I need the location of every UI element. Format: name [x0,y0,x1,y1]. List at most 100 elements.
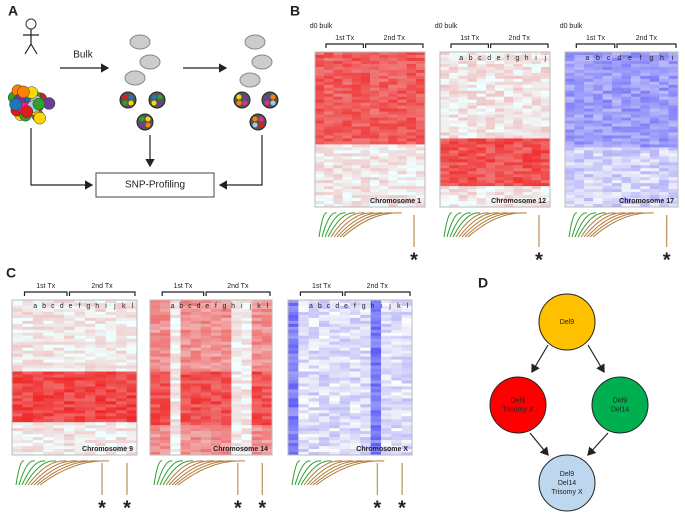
heatmap-cell [221,353,232,357]
heatmap-cell [315,186,325,190]
heatmap-cell [401,371,413,375]
heatmap-cell [180,326,191,331]
heatmap-cell [211,425,222,429]
heatmap-cell [221,371,232,375]
heatmap-cell [458,183,468,187]
heatmap-cell [449,150,459,154]
heatmap-cell [180,374,191,378]
heatmap-cell [612,66,622,71]
heatmap-cell [574,90,585,95]
heatmap-cell [342,159,352,163]
heatmap-cell [401,326,413,331]
heatmap-cell [74,320,86,325]
heatmap-cell [315,102,325,106]
heatmap-cell [333,201,343,205]
heatmap-cell [351,165,362,169]
heatmap-cell [379,204,389,208]
heatmap-cell [565,177,575,181]
heatmap-cell [388,114,398,118]
heatmap-cell [583,150,594,154]
heatmap-cell [105,377,117,381]
heatmap-cell [241,320,252,325]
heatmap-cell [350,401,361,405]
heatmap-cell [440,120,450,124]
heatmap-cell [388,90,398,95]
heatmap-cell [324,168,334,172]
heatmap-cell [32,311,44,316]
heatmap-cell [116,374,127,378]
heatmap-cell [522,186,532,190]
heatmap-cell [583,123,594,127]
heatmap-cell [324,153,334,157]
heatmap-cell [170,440,181,444]
heatmap-cell [170,386,181,390]
heatmap-cell [360,66,371,71]
heatmap-cell [360,413,371,417]
arrow [30,128,94,190]
heatmap-cell [190,410,202,414]
heatmap-cell [401,416,413,420]
heatmap-cell [659,84,669,89]
heatmap-cell [612,72,622,77]
heatmap-cell [630,87,641,92]
heatmap-cell [415,69,426,74]
heatmap-cell [221,437,232,441]
heatmap-cell [221,401,232,405]
heatmap-cell [621,81,632,86]
heatmap-cell [379,96,389,100]
heatmap-cell [160,410,171,414]
heatmap-cell [64,308,75,313]
heatmap-cell [574,156,585,160]
heatmap-cell [449,144,459,148]
heatmap-cell [522,132,532,136]
heatmap-cell [406,138,417,142]
heatmap-cell [211,383,222,387]
heatmap-cell [251,449,263,453]
heatmap-cell [43,368,54,372]
heatmap-cell [64,326,75,331]
heatmap-cell [485,126,496,130]
heatmap-cell [397,81,407,86]
heatmap-cell [105,410,117,414]
heatmap-cell [370,204,380,208]
lineage-arc [321,212,337,238]
heatmap-cell [180,392,191,396]
heatmap-cell [22,314,34,319]
heatmap-cell [476,102,487,106]
heatmap-cell [630,132,641,136]
heatmap-cell [221,428,232,432]
heatmap-cell [659,174,669,178]
heatmap-cell [180,413,191,417]
heatmap-cell [574,159,585,163]
heatmap-cell [668,84,679,89]
heatmap-cell [150,386,161,390]
heatmap-cell [261,437,273,441]
heatmap-cell [458,135,468,139]
heatmap-cell [116,410,127,414]
heatmap-cell [370,84,380,89]
heatmap-cell [640,54,651,59]
heatmap-cell [397,150,407,154]
heatmap-cell [64,440,75,444]
heatmap-cell [126,359,138,363]
heatmap-cell [565,147,575,151]
heatmap-cell [329,401,340,405]
heatmap-cell [105,308,117,313]
heatmap-cell [574,129,585,133]
heatmap-cell [602,186,613,190]
heatmap-cell [370,66,380,71]
heatmap-cell [593,129,603,133]
heatmap-cell [440,87,450,92]
heatmap-cell [288,332,299,337]
heatmap-cell [458,114,468,118]
heatmap-cell [241,449,252,453]
heatmap-cell [53,314,65,319]
heatmap-cell [397,171,407,175]
heatmap-cell [333,111,343,115]
heatmap-cell [540,183,551,187]
heatmap-cell [200,395,212,399]
heatmap-cell [397,189,407,193]
heatmap-cell [200,422,212,426]
heatmap-cell [190,350,202,354]
heatmap-cell [53,344,65,348]
